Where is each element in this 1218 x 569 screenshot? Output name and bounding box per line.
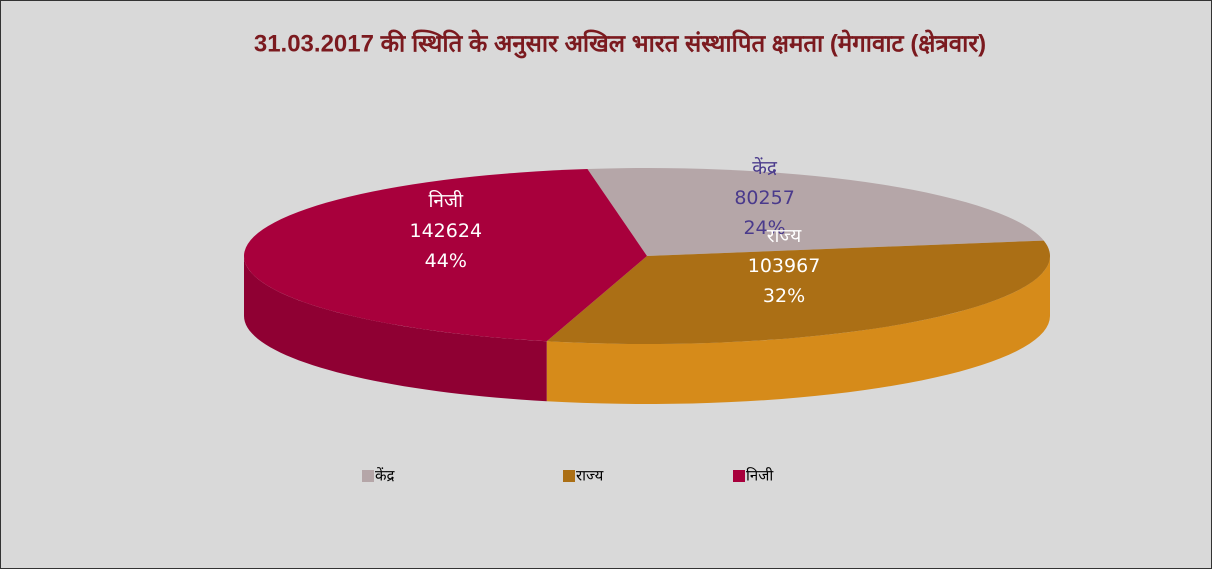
- slice-value-label: 80257: [734, 187, 794, 209]
- slice-percent-label: 24%: [743, 217, 785, 239]
- legend-swatch: [563, 470, 575, 482]
- slice-value-label: 103967: [748, 255, 821, 277]
- legend-swatch: [362, 470, 374, 482]
- legend-label: निजी: [746, 467, 774, 485]
- slice-percent-label: 44%: [425, 250, 467, 272]
- slice-category-label: राज्य: [767, 225, 803, 247]
- pie-side: [244, 256, 547, 402]
- slice-value-label: 142624: [410, 220, 483, 242]
- legend-label: राज्य: [576, 467, 604, 485]
- pie-slice: [243, 168, 647, 342]
- pie-side: [546, 256, 1050, 404]
- legend-swatch: [733, 470, 745, 482]
- slice-percent-label: 32%: [763, 285, 805, 307]
- chart-title: 31.03.2017 की स्थिति के अनुसार अखिल भारत…: [254, 29, 986, 58]
- slice-category-label: निजी: [429, 189, 465, 212]
- pie-slice: [587, 168, 1044, 256]
- legend-label: केंद्र: [375, 467, 396, 485]
- pie-slice: [546, 240, 1050, 344]
- slice-category-label: केंद्र: [752, 156, 778, 179]
